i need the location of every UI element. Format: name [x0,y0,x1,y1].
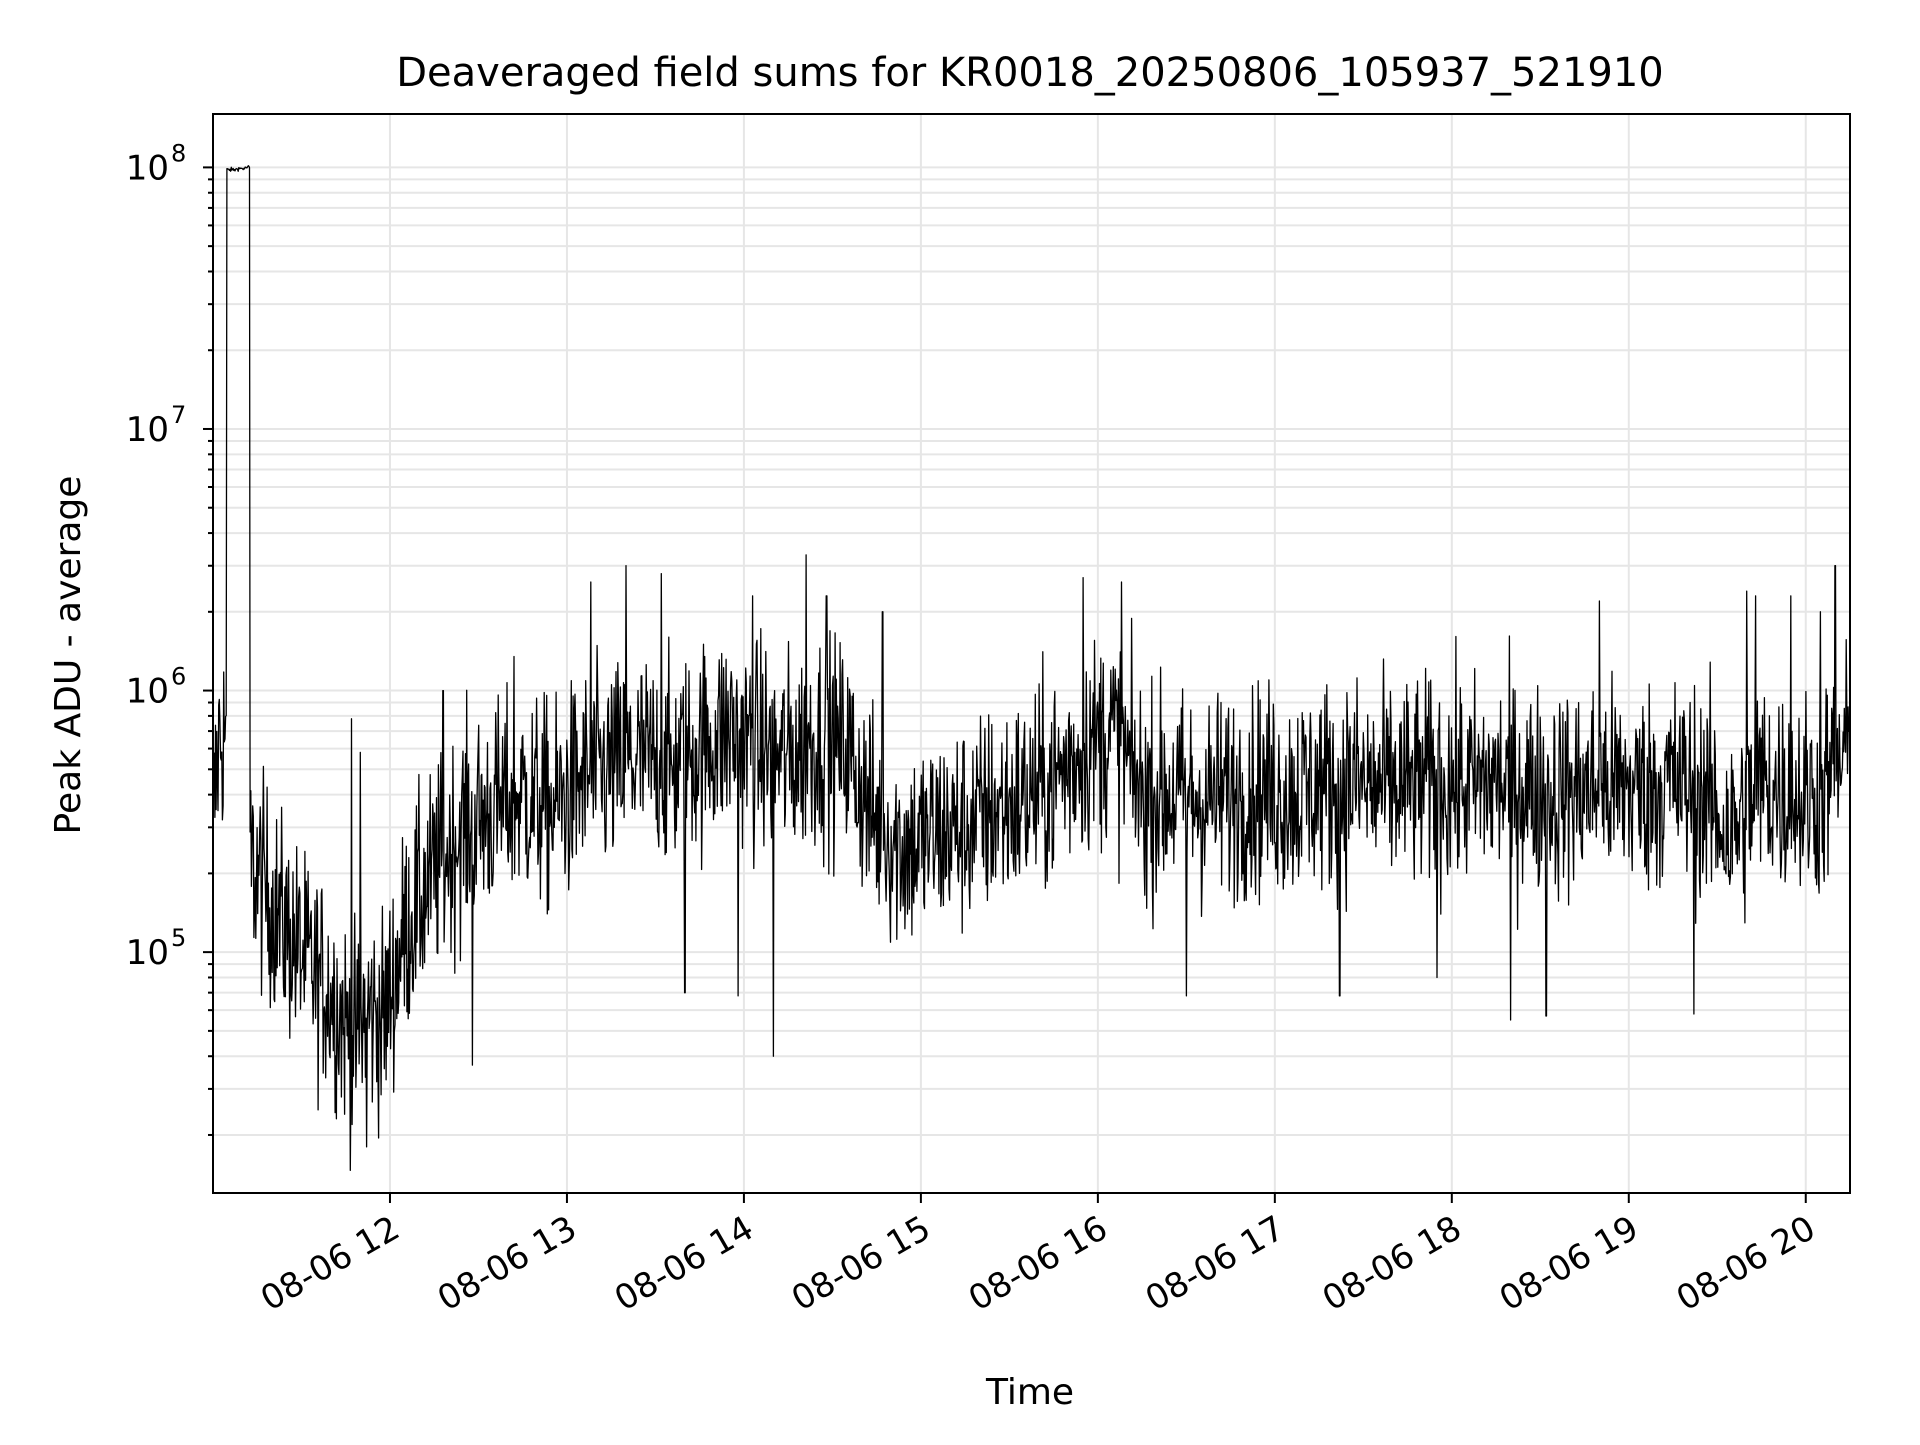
y-tick-label-base: 10 [126,148,169,188]
y-axis-label: Peak ADU - average [48,476,89,835]
y-tick-label-base: 10 [126,672,169,712]
y-tick-label-base: 10 [126,410,169,450]
chart-title: Deaveraged field sums for KR0018_2025080… [396,50,1664,96]
series-layer [213,165,1850,1172]
y-tick-label-exponent: 7 [171,401,186,429]
y-tick-label-base: 10 [126,933,169,973]
plot-frame [212,113,1851,1194]
y-tick-label-exponent: 8 [171,139,186,167]
y-tick-label-exponent: 5 [171,924,186,952]
y-tick-label-exponent: 6 [171,663,186,691]
series-line [213,165,1850,1172]
x-axis-label: Time [985,1372,1074,1413]
